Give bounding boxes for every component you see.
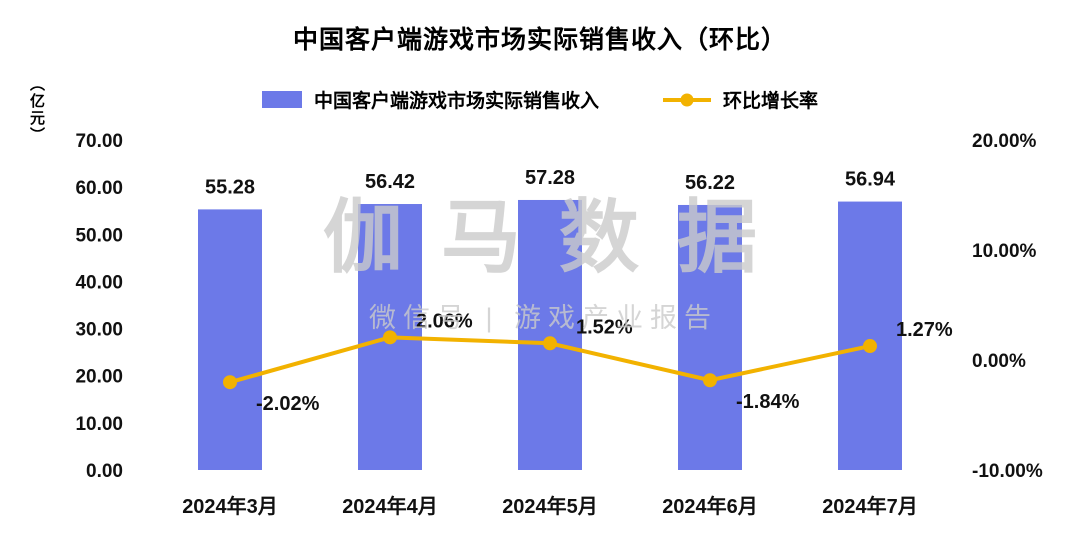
growth-point bbox=[703, 373, 717, 388]
bar-value-label: 55.28 bbox=[205, 176, 255, 198]
x-axis-label: 2024年6月 bbox=[662, 494, 758, 518]
legend: 中国客户端游戏市场实际销售收入 环比增长率 bbox=[0, 86, 1080, 113]
bar-value-label: 56.94 bbox=[845, 169, 896, 191]
growth-value-label: -2.02% bbox=[256, 393, 320, 415]
y-axis-unit-label: （亿元） bbox=[28, 76, 45, 144]
growth-point bbox=[543, 336, 557, 351]
line-legend-dot bbox=[680, 93, 694, 106]
revenue-bar bbox=[678, 204, 742, 470]
growth-point bbox=[223, 375, 237, 390]
right-axis-tick-label: 20.00% bbox=[972, 131, 1037, 152]
bar-value-label: 56.42 bbox=[365, 171, 415, 193]
legend-item-revenue: 中国客户端游戏市场实际销售收入 bbox=[261, 86, 599, 113]
right-axis-tick-label: 10.00% bbox=[972, 241, 1037, 262]
left-axis-tick-label: 10.00 bbox=[75, 414, 123, 435]
x-axis-label: 2024年4月 bbox=[342, 494, 438, 518]
x-axis-label: 2024年7月 bbox=[822, 494, 918, 518]
bar-value-label: 57.28 bbox=[525, 167, 575, 189]
revenue-bar bbox=[198, 209, 262, 470]
revenue-bar bbox=[518, 199, 582, 471]
legend-label-revenue: 中国客户端游戏市场实际销售收入 bbox=[313, 91, 599, 112]
growth-value-label: 1.27% bbox=[896, 319, 953, 341]
legend-label-growth: 环比增长率 bbox=[723, 91, 819, 112]
right-axis-tick-label: -10.00% bbox=[972, 461, 1043, 482]
bar-legend-swatch bbox=[261, 91, 302, 108]
bar-value-label: 56.22 bbox=[685, 172, 735, 194]
growth-value-label: -1.84% bbox=[736, 391, 800, 413]
left-axis-tick-label: 70.00 bbox=[75, 131, 123, 152]
growth-point bbox=[383, 330, 397, 345]
growth-value-label: 2.06% bbox=[416, 310, 473, 332]
revenue-bar bbox=[838, 201, 902, 470]
x-axis-label: 2024年5月 bbox=[502, 494, 598, 518]
right-axis-tick-label: 0.00% bbox=[972, 351, 1026, 372]
x-axis-label: 2024年3月 bbox=[182, 494, 278, 518]
growth-point bbox=[863, 339, 877, 354]
left-axis-tick-label: 50.00 bbox=[75, 225, 123, 246]
left-axis-tick-label: 60.00 bbox=[75, 178, 123, 199]
growth-value-label: 1.52% bbox=[576, 316, 633, 338]
left-axis-tick-label: 0.00 bbox=[86, 461, 123, 482]
line-legend-swatch bbox=[663, 93, 711, 106]
legend-item-growth: 环比增长率 bbox=[663, 86, 818, 113]
left-axis-tick-label: 40.00 bbox=[75, 272, 123, 293]
left-axis-tick-label: 20.00 bbox=[75, 367, 123, 388]
chart-title: 中国客户端游戏市场实际销售收入（环比） bbox=[292, 26, 787, 54]
left-axis-tick-label: 30.00 bbox=[75, 320, 123, 341]
